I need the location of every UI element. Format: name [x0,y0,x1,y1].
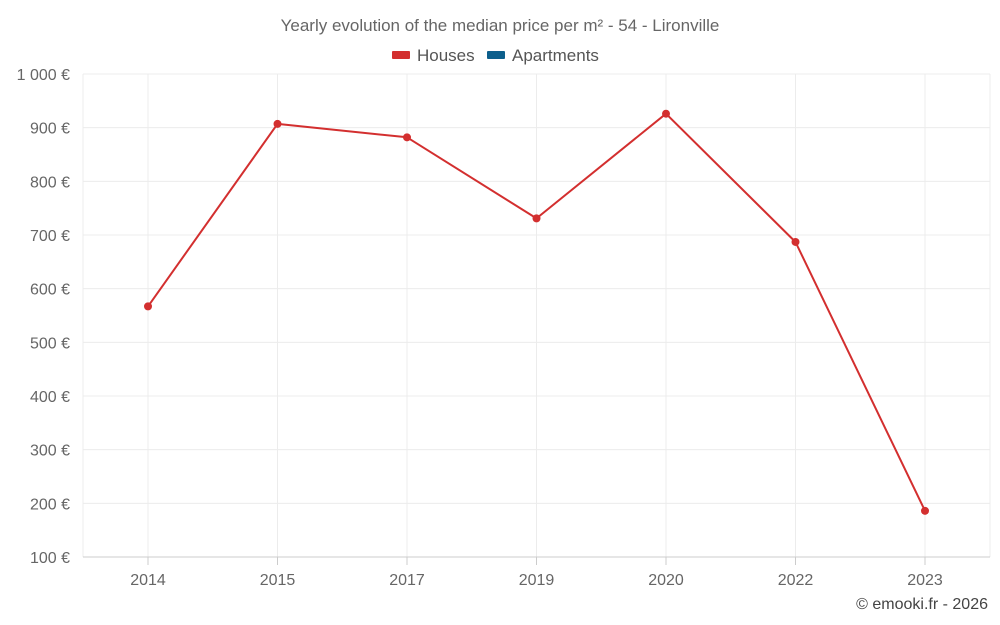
y-axis: 100 € 200 € 300 € 400 € 500 € 600 € 700 € 800 €… [17,67,70,567]
legend-swatch-apartments [487,51,505,59]
x-tick-label: 2020 [648,572,684,589]
data-point[interactable] [273,119,282,128]
credit-text: © emooki.fr - 2026 [856,596,988,613]
y-tick-label: 400 € [30,389,70,406]
legend-label-apartments: Apartments [512,46,599,65]
data-point[interactable] [662,109,670,118]
chart-title: Yearly evolution of the median price per… [281,16,720,35]
y-tick-label: 600 € [30,282,70,299]
grid [82,73,991,557]
data-point[interactable] [921,506,929,515]
legend: Houses Apartments [392,46,599,65]
x-tick-label: 2017 [389,572,425,589]
data-point[interactable] [791,237,800,246]
x-tick-label: 2023 [907,572,943,589]
y-tick-label: 800 € [30,174,70,191]
legend-label-houses: Houses [417,46,475,65]
data-point[interactable] [144,302,152,311]
y-tick-label: 300 € [30,443,70,460]
data-point[interactable] [403,133,411,142]
x-tick-label: 2019 [519,572,555,589]
y-tick-label: 1 000 € [17,67,70,84]
x-tick-label: 2015 [260,572,296,589]
y-tick-label: 500 € [30,335,70,352]
data-point[interactable] [532,214,541,223]
y-tick-label: 900 € [30,121,70,138]
legend-item-houses[interactable]: Houses [392,46,475,65]
legend-item-apartments[interactable]: Apartments [487,46,599,65]
series-houses [144,109,929,515]
x-tick-label: 2022 [778,572,814,589]
y-tick-label: 200 € [30,496,70,513]
legend-swatch-houses [392,51,410,59]
x-tick-label: 2014 [130,572,166,589]
x-axis: 2014 2015 2017 2019 2020 2022 2023 [83,556,990,589]
y-tick-label: 100 € [30,550,70,567]
y-tick-label: 700 € [30,228,70,245]
